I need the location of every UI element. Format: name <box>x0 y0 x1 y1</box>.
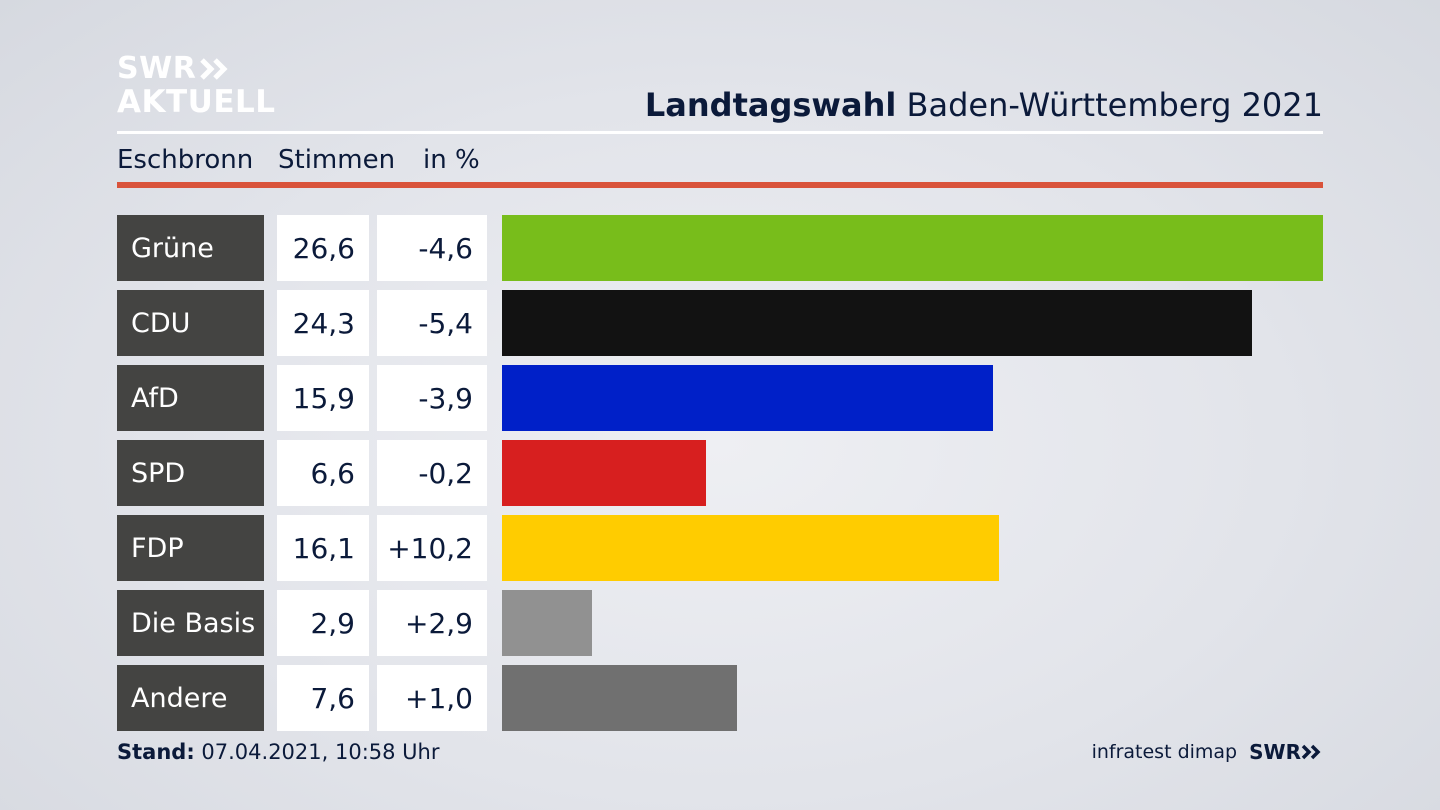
source-credit: infratest dimap SWR <box>1092 740 1323 764</box>
change-value: -5,4 <box>377 290 487 356</box>
swr-footer-logo: SWR <box>1249 740 1323 764</box>
stand-value: 07.04.2021, 10:58 Uhr <box>194 740 440 764</box>
vote-share-value: 24,3 <box>277 290 369 356</box>
party-label: Grüne <box>117 215 264 281</box>
vote-share-value: 2,9 <box>277 590 369 656</box>
party-label: SPD <box>117 440 264 506</box>
double-chevron-icon <box>200 58 228 80</box>
vote-share-value: 7,6 <box>277 665 369 731</box>
stand-label: Stand: <box>117 740 195 764</box>
double-chevron-icon <box>1301 744 1321 760</box>
result-row: CDU 24,3 -5,4 <box>117 290 1323 356</box>
swr-aktuell-logo: SWR AKTUELL <box>117 54 276 118</box>
timestamp: Stand: 07.04.2021, 10:58 Uhr <box>117 740 440 764</box>
party-label: CDU <box>117 290 264 356</box>
result-bar <box>502 365 993 431</box>
vote-share-value: 16,1 <box>277 515 369 581</box>
change-value: -4,6 <box>377 215 487 281</box>
result-row: AfD 15,9 -3,9 <box>117 365 1323 431</box>
result-row: SPD 6,6 -0,2 <box>117 440 1323 506</box>
logo-line-2: AKTUELL <box>117 84 276 120</box>
result-bar <box>502 290 1252 356</box>
party-label: FDP <box>117 515 264 581</box>
logo-line-1: SWR <box>117 51 197 86</box>
change-value: -3,9 <box>377 365 487 431</box>
result-bar <box>502 590 592 656</box>
result-row: Andere 7,6 +1,0 <box>117 665 1323 731</box>
title-divider <box>117 131 1323 134</box>
result-bar <box>502 665 737 731</box>
vote-share-value: 6,6 <box>277 440 369 506</box>
result-bar <box>502 215 1323 281</box>
title-bold: Landtagswahl <box>644 86 897 124</box>
result-bar <box>502 440 706 506</box>
header-divider <box>117 182 1323 188</box>
result-row: Die Basis 2,9 +2,9 <box>117 590 1323 656</box>
party-label: Die Basis <box>117 590 264 656</box>
vote-share-value: 26,6 <box>277 215 369 281</box>
change-value: +2,9 <box>377 590 487 656</box>
result-bar <box>502 515 999 581</box>
source-label: infratest dimap <box>1091 741 1238 763</box>
change-value: +1,0 <box>377 665 487 731</box>
swr-footer-text: SWR <box>1249 740 1301 764</box>
party-label: AfD <box>117 365 264 431</box>
header-place: Eschbronn <box>117 145 254 175</box>
result-row: FDP 16,1 +10,2 <box>117 515 1323 581</box>
title-rest: Baden-Württemberg 2021 <box>896 86 1324 124</box>
result-row: Grüne 26,6 -4,6 <box>117 215 1323 281</box>
change-value: -0,2 <box>377 440 487 506</box>
chart-title: Landtagswahl Baden-Württemberg 2021 <box>645 86 1323 124</box>
header-diff: in % <box>423 145 480 175</box>
party-label: Andere <box>117 665 264 731</box>
header-votes: Stimmen <box>278 145 396 175</box>
change-value: +10,2 <box>377 515 487 581</box>
vote-share-value: 15,9 <box>277 365 369 431</box>
